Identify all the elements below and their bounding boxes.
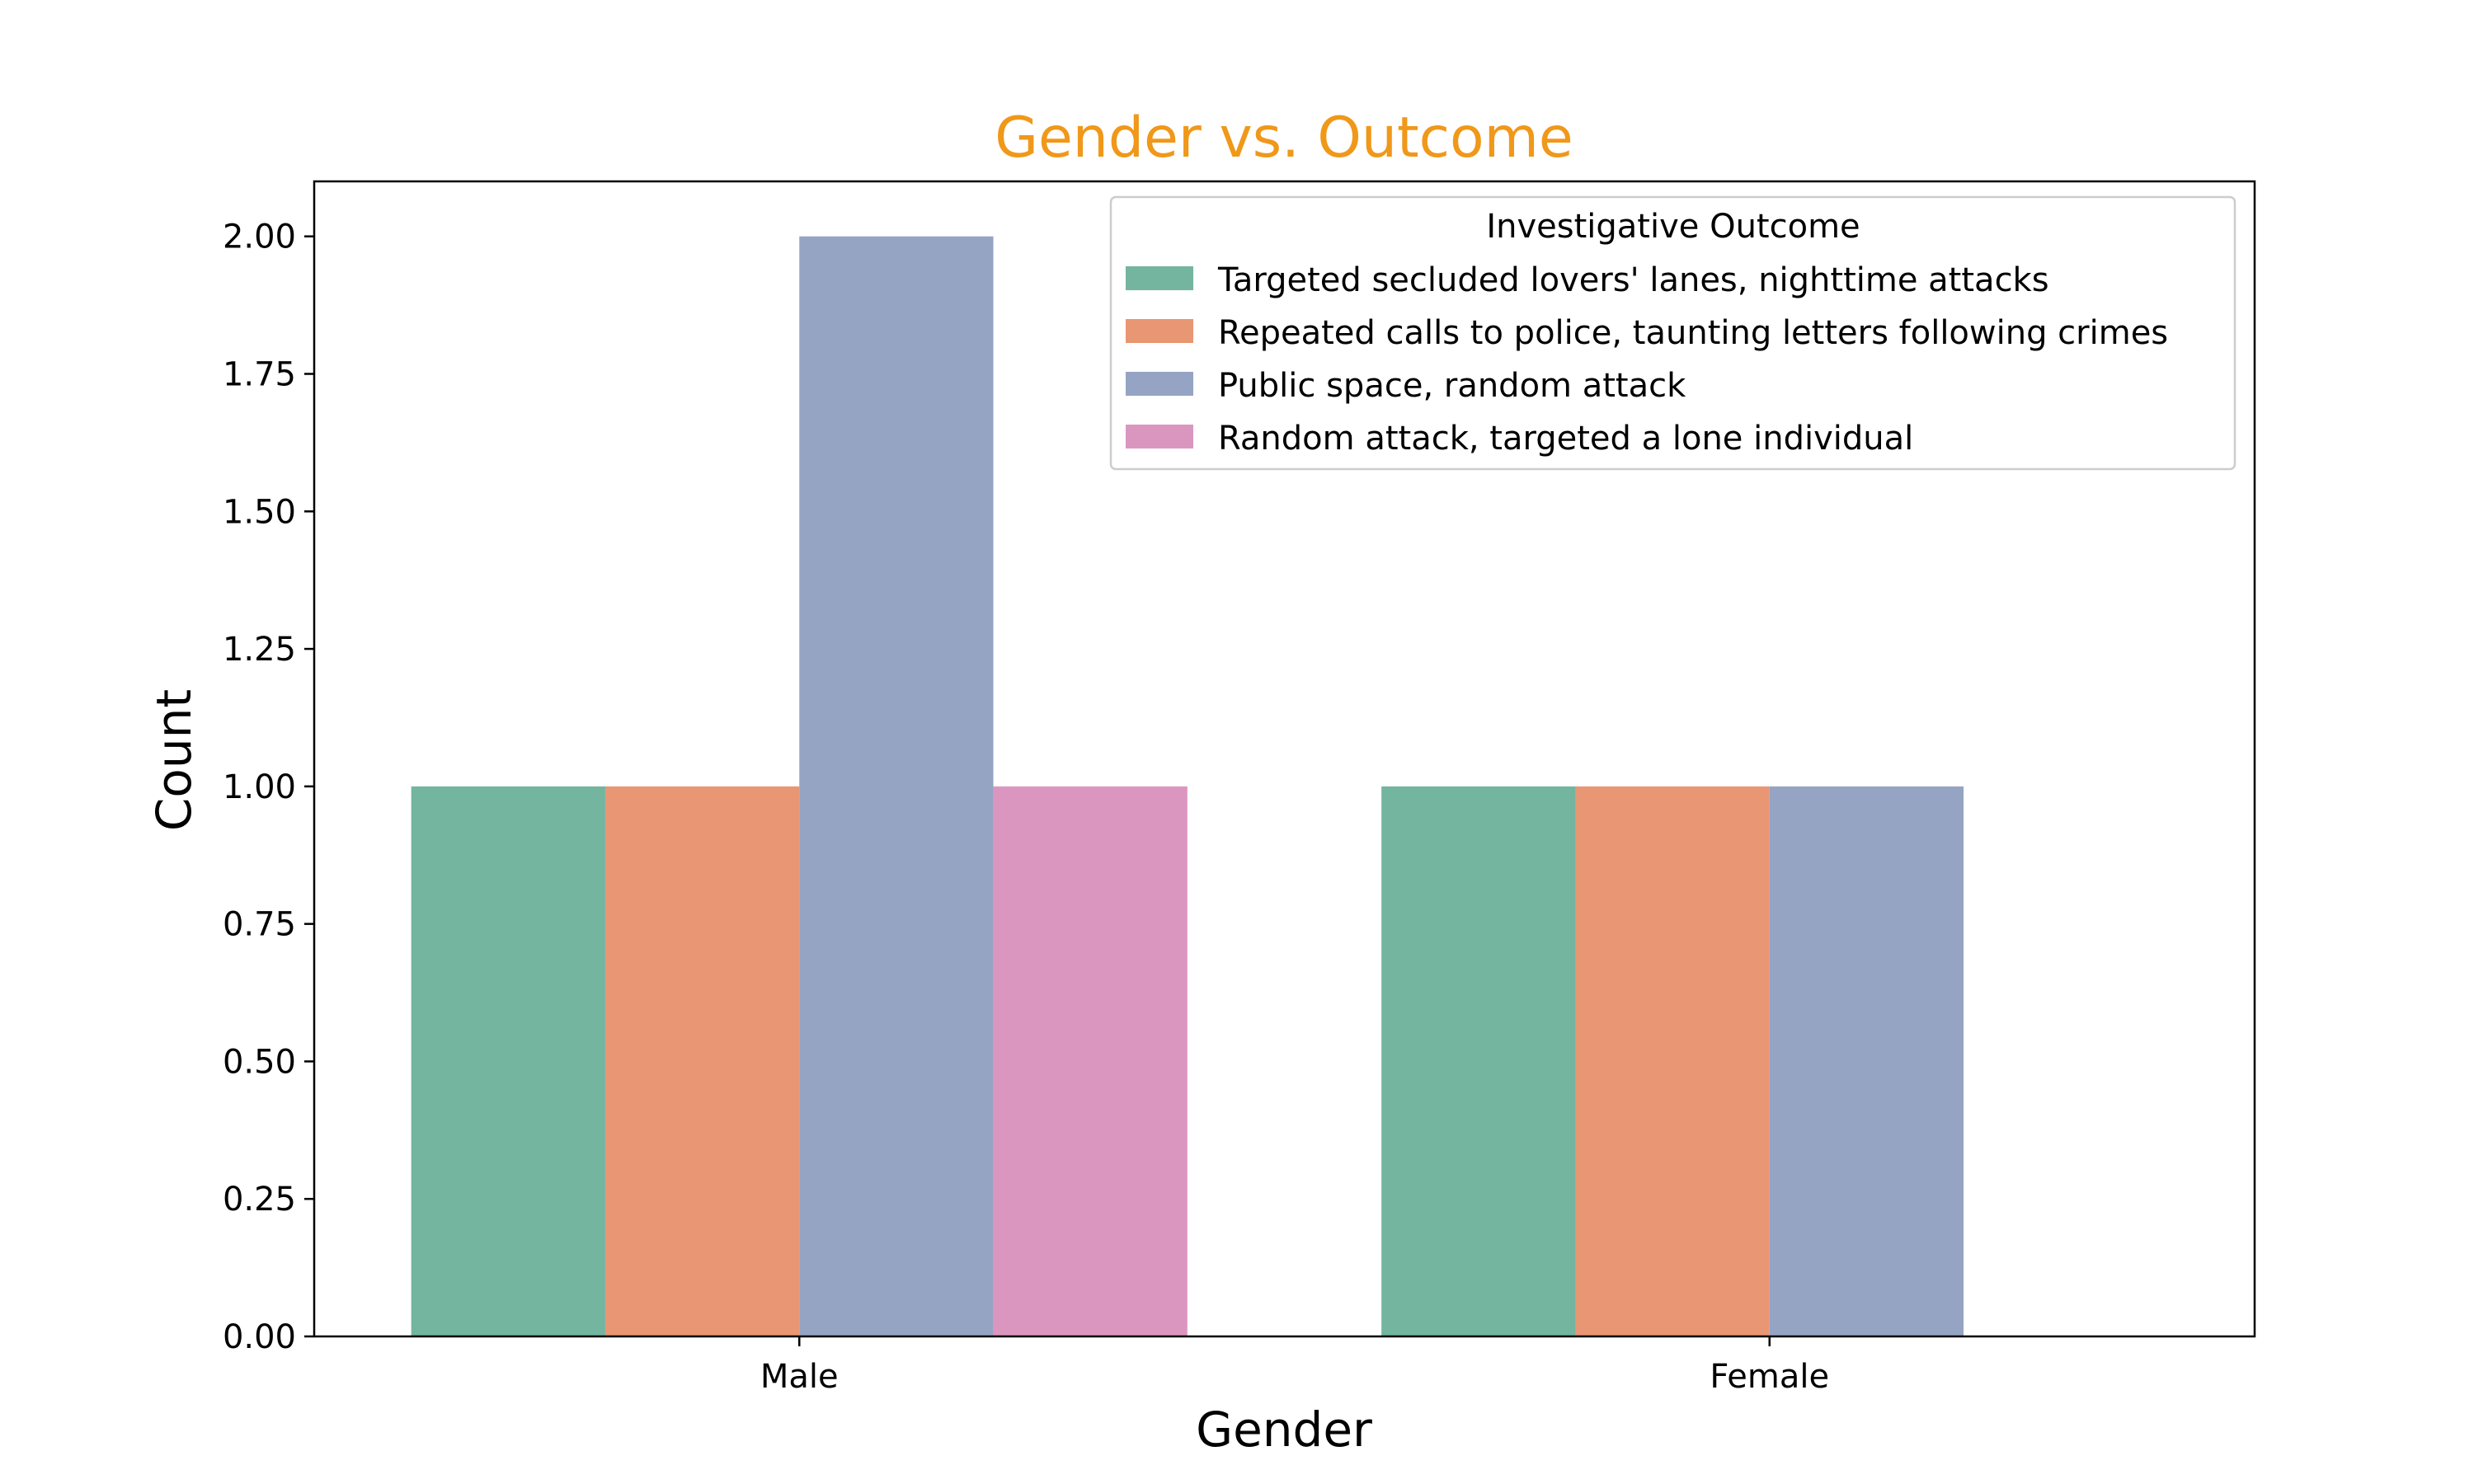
- bar-male-series-4: [993, 786, 1188, 1336]
- legend-swatch: [1126, 425, 1193, 448]
- y-axis-label: Count: [146, 689, 202, 831]
- chart-title: Gender vs. Outcome: [995, 106, 1573, 171]
- y-tick-label: 0.25: [223, 1181, 296, 1219]
- bar-male-series-2: [604, 786, 800, 1336]
- x-axis-label: Gender: [1196, 1402, 1372, 1458]
- legend-title: Investigative Outcome: [1486, 208, 1860, 246]
- bar-male-series-1: [411, 786, 605, 1336]
- legend: Investigative Outcome Targeted secluded …: [1109, 195, 2236, 471]
- y-tick-label: 0.50: [223, 1043, 296, 1081]
- bar-male-series-3: [799, 236, 994, 1336]
- y-tick-label: 1.75: [223, 356, 296, 394]
- legend-entry-label: Public space, random attack: [1218, 367, 1686, 405]
- legend-swatch: [1126, 372, 1193, 396]
- x-tick-label: Male: [760, 1358, 839, 1396]
- bar-female-series-3: [1769, 786, 1964, 1336]
- bar-female-series-1: [1381, 786, 1576, 1336]
- legend-swatch: [1126, 266, 1193, 290]
- legend-entry-label: Repeated calls to police, taunting lette…: [1218, 314, 2168, 352]
- legend-entry-label: Targeted secluded lovers' lanes, nightti…: [1217, 261, 2049, 299]
- legend-items: Targeted secluded lovers' lanes, nightti…: [1126, 261, 2168, 458]
- y-tick-label: 1.00: [223, 768, 296, 806]
- y-axis: 0.00 0.25 0.50 0.75 1.00 1.25 1.50 1.75 2.00: [223, 218, 314, 1356]
- y-tick-label: 1.25: [223, 631, 296, 669]
- y-tick-label: 1.50: [223, 493, 296, 531]
- y-tick-label: 2.00: [223, 218, 296, 256]
- x-tick-label: Female: [1710, 1358, 1829, 1396]
- plot-frame: [313, 180, 2256, 1338]
- x-axis: Male Female: [760, 1336, 1829, 1396]
- y-tick-label: 0.75: [223, 906, 296, 944]
- legend-swatch: [1126, 319, 1193, 343]
- bars-group: [411, 236, 1964, 1336]
- legend-entry-label: Random attack, targeted a lone individua…: [1218, 420, 1913, 458]
- y-tick-label: 0.00: [223, 1318, 296, 1356]
- bar-female-series-2: [1575, 786, 1770, 1336]
- legend-box: [1109, 195, 2236, 471]
